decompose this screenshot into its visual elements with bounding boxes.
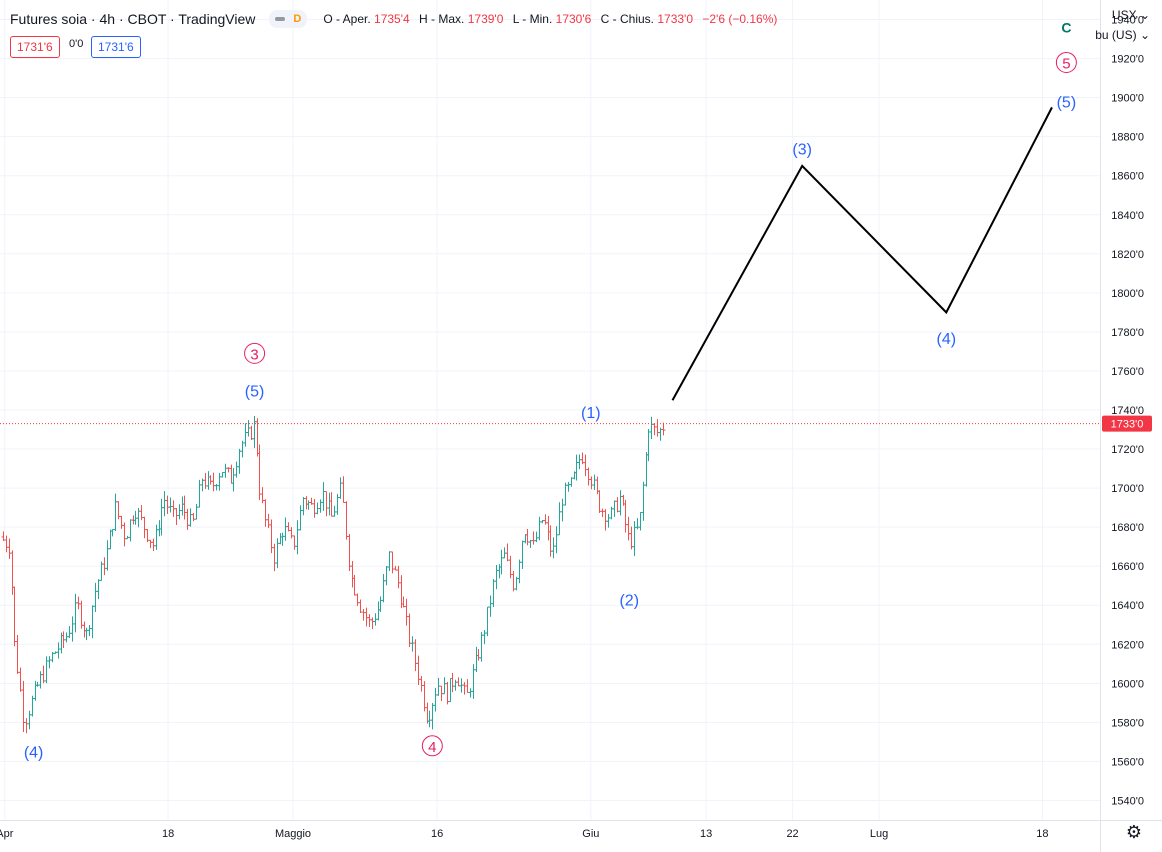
y-tick-label: 1800'0 bbox=[1111, 288, 1144, 300]
x-tick-label: 13 bbox=[700, 828, 712, 840]
y-tick-label: 1680'0 bbox=[1111, 522, 1144, 534]
y-tick-label: 1540'0 bbox=[1111, 795, 1144, 807]
interval-badge: D bbox=[293, 13, 302, 25]
y-tick-label: 1700'0 bbox=[1111, 483, 1144, 495]
low-label: L - Min. bbox=[512, 12, 553, 26]
unit-label: bu (US) bbox=[1095, 28, 1137, 42]
y-tick-label: 1940'0 bbox=[1111, 15, 1144, 27]
y-tick-label: 1560'0 bbox=[1111, 756, 1144, 768]
y-tick-label: 1820'0 bbox=[1111, 249, 1144, 261]
wave-circle-marker bbox=[244, 342, 266, 364]
x-tick-label: Lug bbox=[870, 828, 888, 840]
y-tick-label: 1720'0 bbox=[1111, 444, 1144, 456]
y-tick-label: 1620'0 bbox=[1111, 639, 1144, 651]
symbol-title: Futures soia · 4h · CBOT · TradingView bbox=[10, 11, 256, 27]
y-tick-label: 1660'0 bbox=[1111, 561, 1144, 573]
wave-label: (5) bbox=[245, 383, 265, 400]
y-tick-label: 1740'0 bbox=[1111, 405, 1144, 417]
current-price-badge bbox=[1102, 415, 1152, 432]
chevron-down-icon: ⌄ bbox=[1139, 28, 1150, 42]
wave-label-c: C bbox=[1061, 19, 1071, 35]
visibility-toggle[interactable]: D bbox=[269, 10, 308, 28]
x-tick-label: 18 bbox=[1036, 828, 1048, 840]
wave-label-circled: 5 bbox=[1062, 55, 1070, 72]
y-tick-label: 1920'0 bbox=[1111, 54, 1144, 66]
change-value: −2'6 (−0.16%) bbox=[702, 12, 778, 26]
wave-label: (4) bbox=[937, 331, 957, 348]
ohlc-values: O - Aper. 1735'4 H - Max. 1739'0 L - Min… bbox=[323, 12, 777, 26]
elliott-projection-line bbox=[671, 106, 1053, 401]
wave-label: (1) bbox=[581, 405, 601, 422]
y-tick-label: 1760'0 bbox=[1111, 366, 1144, 378]
open-label: O - Aper. bbox=[323, 12, 371, 26]
wave-label: (2) bbox=[619, 592, 639, 609]
wave-label-circled: 3 bbox=[250, 346, 258, 363]
x-tick-label: Apr bbox=[0, 828, 14, 840]
y-tick-label: 1860'0 bbox=[1111, 171, 1144, 183]
x-tick-label: Maggio bbox=[275, 828, 311, 840]
wave-circle-marker bbox=[421, 735, 443, 757]
close-label: C - Chius. bbox=[600, 12, 654, 26]
chevron-down-icon: ⌄ bbox=[1139, 8, 1150, 22]
y-tick-label: 1900'0 bbox=[1111, 93, 1144, 105]
wave-label-circled: 4 bbox=[428, 739, 436, 756]
wave-label: (5) bbox=[1057, 95, 1077, 112]
low-value: 1730'6 bbox=[555, 12, 592, 26]
high-value: 1739'0 bbox=[467, 12, 504, 26]
eye-icon bbox=[275, 17, 286, 21]
wave-label: (3) bbox=[792, 141, 812, 158]
x-tick-label: 16 bbox=[431, 828, 443, 840]
x-tick-label: Giu bbox=[582, 828, 599, 840]
unit-selector[interactable]: bu (US) ⌄ bbox=[1095, 28, 1150, 42]
y-tick-label: 1880'0 bbox=[1111, 132, 1144, 144]
y-tick-label: 1780'0 bbox=[1111, 327, 1144, 339]
close-value: 1733'0 bbox=[657, 12, 694, 26]
current-price-label: 1733'0 bbox=[1111, 419, 1144, 431]
wave-circle-marker bbox=[1055, 51, 1077, 73]
y-tick-label: 1840'0 bbox=[1111, 210, 1144, 222]
high-label: H - Max. bbox=[419, 12, 465, 26]
x-tick-label: 22 bbox=[786, 828, 798, 840]
y-tick-label: 1580'0 bbox=[1111, 717, 1144, 729]
open-value: 1735'4 bbox=[374, 12, 410, 26]
buy-button[interactable]: 1731'6 bbox=[91, 36, 141, 58]
y-tick-label: 1600'0 bbox=[1111, 678, 1144, 690]
chart-legend: Futures soia · 4h · CBOT · TradingView D… bbox=[10, 10, 777, 28]
spread-value: 0'0 bbox=[69, 38, 84, 50]
x-tick-label: 18 bbox=[162, 828, 174, 840]
gear-icon[interactable]: ⚙ bbox=[1125, 822, 1142, 842]
y-tick-label: 1640'0 bbox=[1111, 600, 1144, 612]
currency-selector[interactable]: USX ⌄ bbox=[1112, 8, 1150, 22]
currency-label: USX bbox=[1111, 8, 1137, 22]
sell-button[interactable]: 1731'6 bbox=[10, 36, 60, 58]
wave-label: (4) bbox=[24, 745, 44, 762]
